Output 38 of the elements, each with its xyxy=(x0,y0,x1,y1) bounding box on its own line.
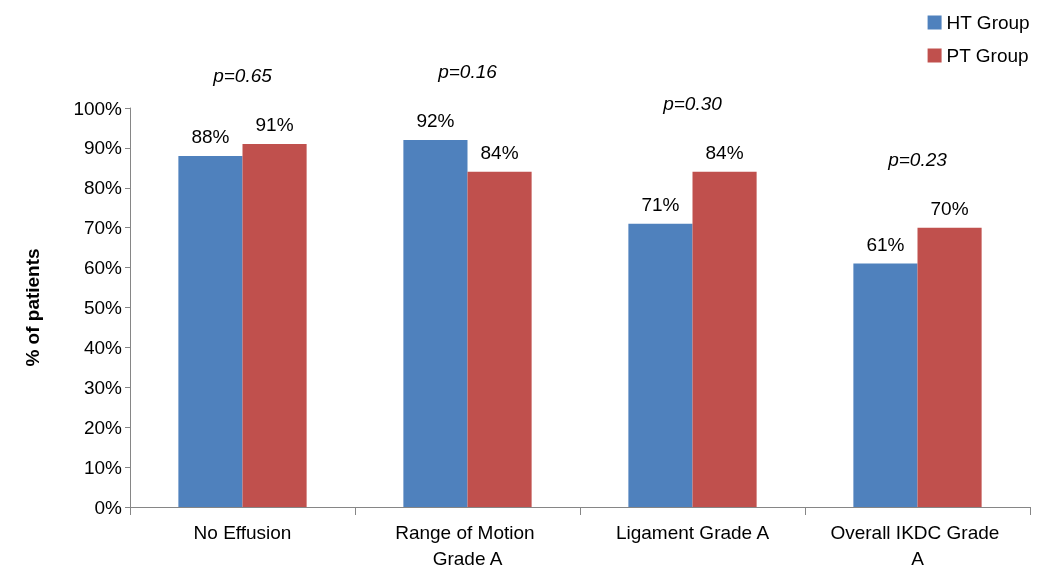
bar xyxy=(853,263,918,507)
annotation: p=0.30 xyxy=(662,93,723,115)
y-tick-label: 30% xyxy=(83,376,123,398)
text: p=0.16 xyxy=(437,61,498,83)
y-tick-label: 40% xyxy=(83,336,123,358)
data-label: 70% xyxy=(930,197,969,219)
y-tick-label: 100% xyxy=(73,97,123,119)
y-tick-label: 10% xyxy=(83,456,123,478)
x-tick-label: Overall IKDC Grade A xyxy=(830,521,1005,569)
y-tick-label: 90% xyxy=(83,137,123,159)
bar xyxy=(242,143,307,507)
data-label: 84% xyxy=(705,141,744,163)
bar xyxy=(917,227,982,507)
data-label: 88% xyxy=(191,125,230,147)
bar xyxy=(628,223,693,507)
data-label: 92% xyxy=(416,109,455,131)
y-tick-label: 80% xyxy=(83,177,123,199)
bar xyxy=(467,171,532,507)
y-tick-label: 70% xyxy=(83,217,123,239)
data-label: 61% xyxy=(866,233,905,255)
text: p=0.65 xyxy=(212,65,273,87)
x-tick-label: Range of Motion Grade A xyxy=(395,521,540,569)
y-axis-title: % of patients xyxy=(22,248,43,367)
legend-label: HT Group xyxy=(946,12,1030,33)
y-tick-label: 20% xyxy=(83,416,123,438)
legend-label: PT Group xyxy=(946,45,1029,66)
y-tick-label: 50% xyxy=(83,297,123,318)
y-tick-label: 0% xyxy=(94,496,123,518)
annotation: p=0.23 xyxy=(887,149,948,171)
x-tick-label: No Effusion xyxy=(193,521,292,543)
x-tick-label: Ligament Grade A xyxy=(615,521,770,543)
bar xyxy=(403,139,468,507)
data-label: 71% xyxy=(641,193,680,215)
bar xyxy=(178,155,243,507)
data-label: 91% xyxy=(255,113,294,135)
y-tick-label: 60% xyxy=(83,257,123,279)
bar xyxy=(692,171,757,507)
data-label: 84% xyxy=(480,141,519,163)
